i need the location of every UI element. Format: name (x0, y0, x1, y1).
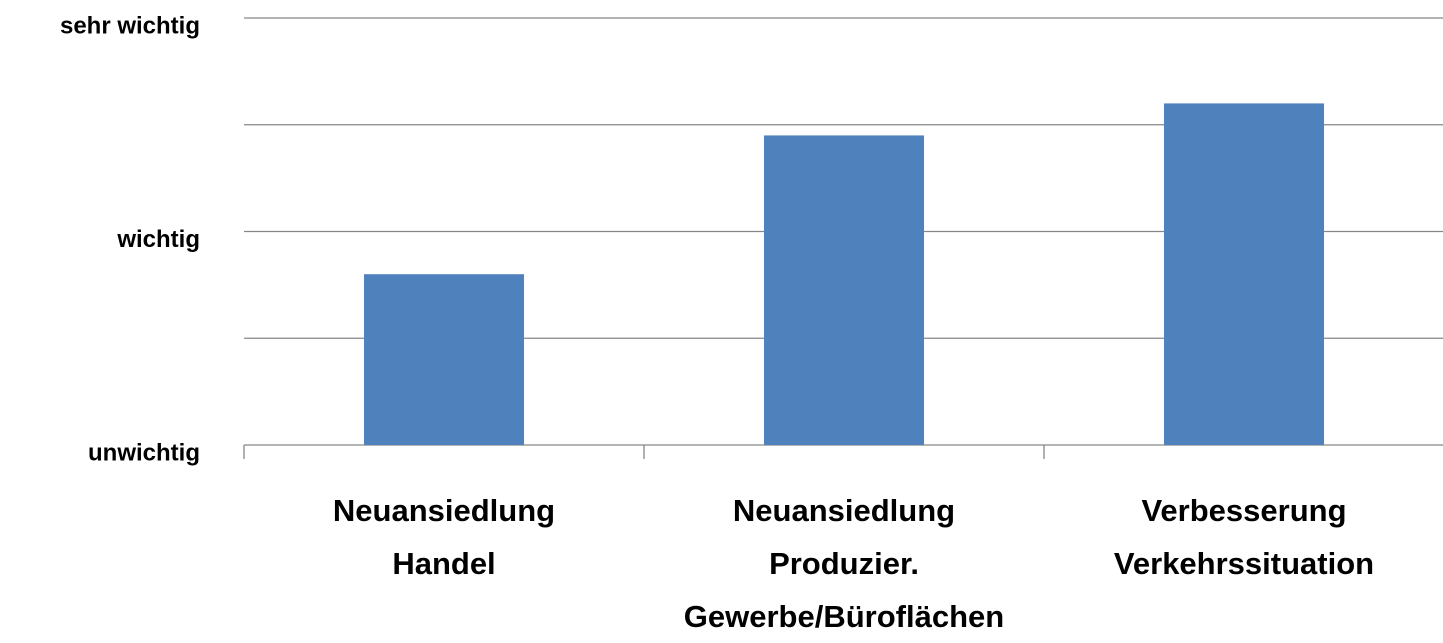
x-tick-label: Verbesserung Verkehrssituation (1113, 493, 1375, 581)
x-tick-label: Neuansiedlung Handel (332, 493, 556, 581)
bar (764, 135, 924, 446)
x-tick-label: Neuansiedlung Produzier. Gewerbe/Büroflä… (683, 493, 1005, 634)
y-tick-label: unwichtig (88, 439, 200, 466)
y-tick-label: sehr wichtig (60, 12, 200, 39)
bar (364, 274, 524, 445)
y-tick-label: wichtig (116, 226, 200, 253)
bar (1164, 103, 1324, 446)
